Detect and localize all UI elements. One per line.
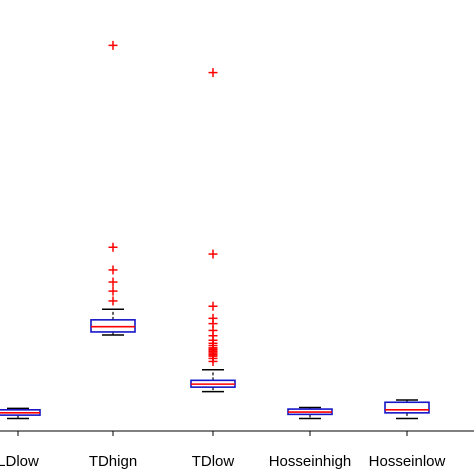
outlier-marker xyxy=(208,249,218,259)
box-group-tdhign xyxy=(90,40,136,336)
x-ticks-layer: LDlow TDhign TDlow Hosseinhigh Hosseinlow xyxy=(0,431,446,470)
outlier-marker xyxy=(108,277,118,287)
outlier-marker xyxy=(208,68,218,78)
boxes-layer xyxy=(0,40,430,420)
outlier-marker xyxy=(108,296,118,306)
outlier-marker xyxy=(108,265,118,275)
x-tick-label: Hosseinhigh xyxy=(269,453,352,470)
box-group-ldlow xyxy=(0,407,41,420)
x-tick-label: TDhign xyxy=(89,453,137,470)
iqr-box xyxy=(384,401,430,414)
box-group-tdlow xyxy=(190,68,236,393)
x-tick-label: LDlow xyxy=(0,453,39,470)
outlier-marker xyxy=(208,313,218,323)
box-group-hosseinhigh xyxy=(287,406,333,420)
outlier-marker xyxy=(108,286,118,296)
outlier-marker xyxy=(108,40,118,50)
x-tick-label: TDlow xyxy=(192,453,235,470)
box-group-hosseinlow xyxy=(384,399,430,420)
outlier-marker xyxy=(108,242,118,252)
outlier-marker xyxy=(208,301,218,311)
x-tick-label: Hosseinlow xyxy=(369,453,446,470)
